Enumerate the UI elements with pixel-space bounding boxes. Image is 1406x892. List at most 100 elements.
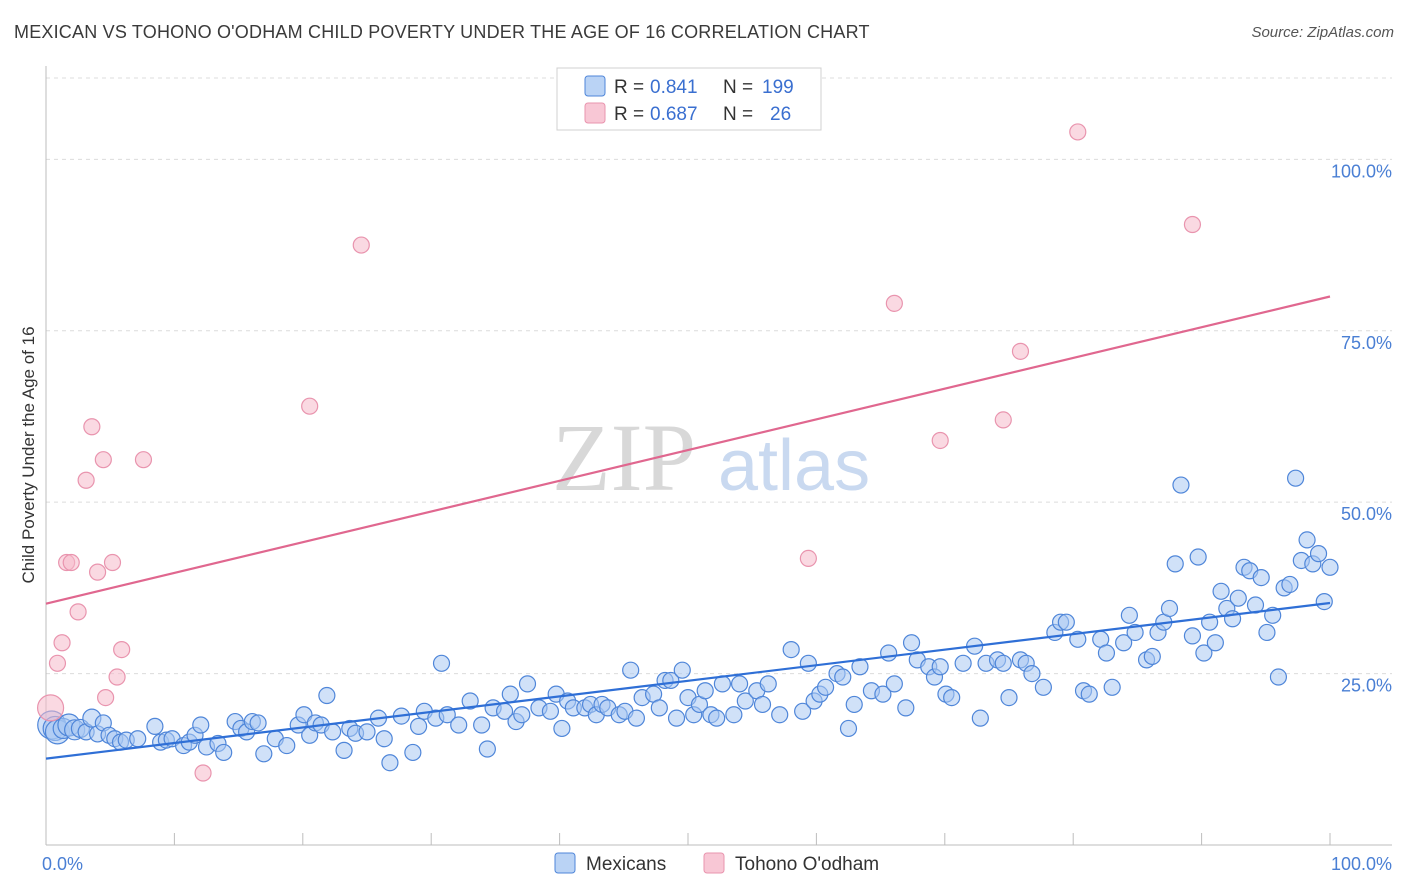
mexicans-point-124 [943, 688, 961, 707]
mexicans-point-127 [971, 709, 989, 727]
mexicans-point-57 [461, 692, 479, 710]
mexicans-point-160 [1212, 582, 1230, 600]
mexicans-point-155 [1183, 627, 1202, 645]
mexicans-point-34 [278, 736, 296, 755]
tohono-point-7 [83, 418, 101, 436]
legend-bottom-swatch-mexicans [554, 852, 576, 874]
mexicans-point-42 [335, 741, 353, 759]
mexicans-point-102 [782, 640, 800, 659]
mexicans-point-103 [794, 702, 812, 720]
legend-bottom-label-mexicans: Mexicans [586, 854, 666, 875]
mexicans-point-59 [478, 740, 496, 758]
tohono-point-10 [97, 688, 115, 707]
mexicans-point-83 [650, 699, 668, 717]
legend-n-value-mexicans: 199 [762, 77, 794, 98]
watermark-atlas: atlas [718, 426, 870, 506]
mexicans-point-178 [1315, 593, 1333, 611]
legend-n-label-tohono: N = [723, 104, 753, 125]
mexicans-point-40 [318, 686, 336, 705]
tohono-point-6 [77, 471, 95, 489]
mexicans-point-48 [381, 754, 399, 772]
mexicans-point-100 [759, 675, 777, 693]
mexicans-point-154 [1172, 476, 1190, 494]
tohono-point-5 [69, 603, 87, 621]
mexicans-point-67 [541, 702, 560, 720]
mexicans-point-116 [885, 675, 903, 693]
mexicans-point-110 [839, 719, 858, 738]
mexicans-point-130 [994, 654, 1012, 672]
mexicans-point-175 [1298, 531, 1316, 549]
mexicans-point-146 [1120, 606, 1138, 624]
tohono-point-18 [799, 549, 817, 568]
mexicans-point-47 [375, 730, 393, 748]
mexicans-point-58 [473, 716, 491, 734]
mexicans-trend-line [45, 601, 1331, 760]
tohono-trend-line [45, 295, 1331, 605]
mexicans-point-23 [192, 716, 210, 734]
watermark: ZIP atlas [552, 404, 870, 511]
mexicans-point-115 [880, 644, 898, 662]
legend-swatch-mexicans [584, 75, 606, 97]
legend-top: R = 0.841 N = 199 R = 0.687 N = 26 [556, 67, 822, 131]
series-mexicans-points [37, 469, 1339, 772]
mexicans-point-138 [1057, 613, 1075, 631]
mexicans-point-41 [324, 723, 342, 741]
mexicans-point-145 [1115, 634, 1133, 652]
mexicans-point-173 [1287, 469, 1305, 487]
mexicans-point-107 [816, 678, 835, 696]
grid-lines [46, 77, 1392, 675]
tohono-point-12 [108, 668, 126, 686]
mexicans-point-179 [1321, 558, 1339, 576]
mexicans-point-95 [725, 706, 743, 724]
legend-bottom[interactable]: Mexicans Tohono O'odham [554, 852, 879, 875]
mexicans-point-96 [730, 675, 749, 693]
mexicans-point-109 [834, 668, 852, 686]
tohono-point-24 [1183, 215, 1202, 234]
series-tohono-points [36, 123, 1202, 782]
mexicans-point-16 [146, 717, 164, 735]
mexicans-point-177 [1309, 545, 1328, 563]
tohono-point-17 [352, 236, 370, 254]
tohono-point-23 [1069, 123, 1087, 141]
legend-r-label-tohono: R = [614, 104, 644, 125]
tohono-point-21 [994, 411, 1012, 429]
y-axis-title: Child Poverty Under the Age of 16 [19, 326, 38, 583]
mexicans-point-163 [1229, 589, 1247, 607]
y-tick-label-1: 50.0% [1341, 504, 1392, 524]
mexicans-point-149 [1143, 647, 1161, 666]
mexicans-point-152 [1160, 599, 1179, 618]
mexicans-point-157 [1195, 644, 1213, 662]
mexicans-point-32 [255, 745, 273, 763]
mexicans-point-131 [1000, 688, 1018, 707]
mexicans-point-101 [771, 706, 789, 724]
tohono-point-0 [36, 694, 65, 722]
mexicans-point-51 [409, 717, 428, 735]
mexicans-point-26 [215, 743, 233, 762]
mexicans-point-168 [1258, 623, 1276, 642]
mexicans-point-141 [1080, 685, 1098, 703]
legend-r-label-mexicans: R = [614, 77, 644, 98]
mexicans-point-31 [249, 714, 267, 732]
y-tick-label-3: 100.0% [1331, 161, 1392, 181]
mexicans-point-143 [1097, 644, 1116, 662]
watermark-zip: ZIP [552, 404, 696, 511]
mexicans-point-139 [1069, 630, 1087, 648]
x-tick-label-0: 0.0% [42, 854, 83, 874]
source-label: Source: ZipAtlas.com [1251, 24, 1394, 41]
tohono-point-8 [88, 563, 107, 581]
mexicans-point-80 [627, 709, 646, 727]
tohono-point-13 [113, 640, 131, 659]
mexicans-point-135 [1034, 678, 1052, 696]
mexicans-point-147 [1126, 623, 1144, 642]
mexicans-point-159 [1206, 634, 1224, 652]
mexicans-point-79 [622, 661, 640, 679]
mexicans-point-15 [129, 730, 147, 748]
mexicans-point-86 [667, 709, 686, 727]
legend-n-label-mexicans: N = [723, 77, 753, 98]
mexicans-point-93 [708, 709, 726, 727]
mexicans-point-97 [736, 692, 754, 710]
mexicans-point-50 [404, 743, 422, 762]
legend-bottom-swatch-tohono [703, 852, 725, 874]
legend-r-value-mexicans: 0.841 [650, 77, 698, 98]
